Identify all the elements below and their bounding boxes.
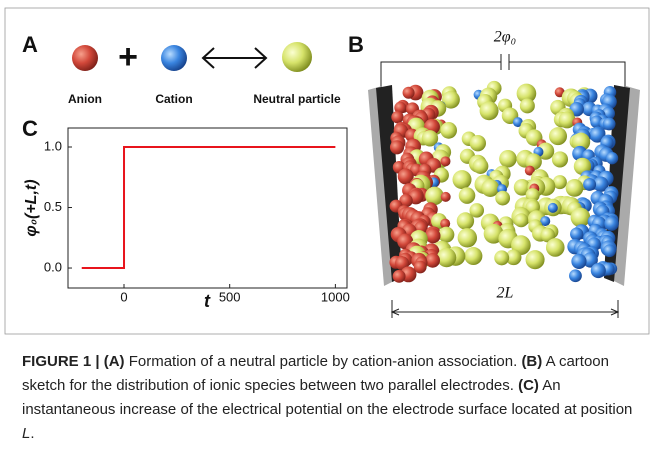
anion-sphere	[72, 45, 98, 71]
anion-label: Anion	[68, 92, 102, 106]
particle	[603, 244, 616, 257]
particle	[583, 178, 596, 191]
particle	[391, 111, 403, 123]
cation-label: Cation	[155, 92, 192, 106]
particle	[546, 238, 565, 257]
y-axis-label: φ₀(+L,t)	[23, 179, 40, 236]
particle	[514, 213, 528, 227]
x-tick-label: 500	[219, 289, 241, 304]
part-tag: (C)	[518, 377, 539, 394]
part-end: .	[30, 425, 34, 442]
distance-label: 2L	[497, 285, 514, 302]
neutral-sphere	[282, 42, 312, 72]
particle	[566, 179, 584, 197]
particle	[453, 170, 472, 189]
particle	[403, 87, 415, 99]
particle	[494, 250, 509, 265]
neutral-label: Neutral particle	[253, 92, 341, 106]
double-arrow	[203, 48, 266, 68]
caption: FIGURE 1 | (A) Formation of a neutral pa…	[22, 350, 642, 446]
particle	[548, 203, 558, 213]
particles	[389, 81, 618, 283]
particle	[470, 135, 486, 151]
particle	[464, 247, 482, 265]
figure: A + Anion Cation Neutral particle B 2φ₀ …	[0, 0, 654, 340]
particle	[571, 254, 586, 269]
particle	[393, 270, 406, 283]
particle	[390, 140, 404, 154]
y-tick-label: 0.5	[44, 199, 62, 214]
particle	[440, 156, 450, 166]
particle	[520, 98, 535, 113]
particle	[440, 122, 457, 139]
particle	[499, 150, 517, 168]
plot-frame	[68, 128, 347, 288]
y-tick-label: 1.0	[44, 138, 62, 153]
part-tag: (A)	[104, 353, 125, 370]
particle	[480, 101, 499, 120]
plus: +	[118, 38, 138, 76]
particle	[603, 118, 616, 131]
page: A + Anion Cation Neutral particle B 2φ₀ …	[0, 0, 654, 457]
cation-sphere	[161, 45, 187, 71]
particle	[591, 263, 606, 278]
particle	[495, 191, 510, 206]
panel-label: A	[22, 32, 38, 57]
panel-label: C	[22, 116, 38, 141]
x-tick-label: 0	[120, 289, 127, 304]
figure-label: FIGURE 1 |	[22, 353, 100, 370]
particle	[438, 227, 454, 243]
data-line	[82, 147, 336, 268]
x-axis-label: t	[204, 291, 211, 311]
voltage-label: 2φ₀	[494, 29, 516, 46]
particle	[425, 228, 440, 243]
distance-arrow	[392, 300, 618, 318]
particle	[526, 250, 545, 269]
x-tick-label: 1000	[321, 289, 350, 304]
particle	[604, 216, 618, 230]
part-tag: (B)	[521, 353, 542, 370]
y-tick-label: 0.0	[44, 259, 62, 274]
particle	[552, 151, 568, 167]
frame	[5, 8, 649, 334]
particle	[606, 152, 618, 164]
particle	[571, 208, 591, 228]
particle	[459, 187, 476, 204]
particle	[473, 158, 489, 174]
particle	[570, 227, 583, 240]
particle	[458, 228, 477, 247]
particle	[425, 253, 440, 268]
particle	[441, 192, 451, 202]
part-text: Formation of a neutral particle by catio…	[129, 353, 518, 370]
particle	[569, 269, 582, 282]
particle	[437, 248, 456, 267]
particle	[549, 127, 567, 145]
particle	[457, 212, 474, 229]
chart: 0.0 0.5 1.0 0 500 1000 t φ₀(+L,t)	[23, 128, 350, 311]
panel-label: B	[348, 32, 364, 57]
particle	[559, 111, 576, 128]
